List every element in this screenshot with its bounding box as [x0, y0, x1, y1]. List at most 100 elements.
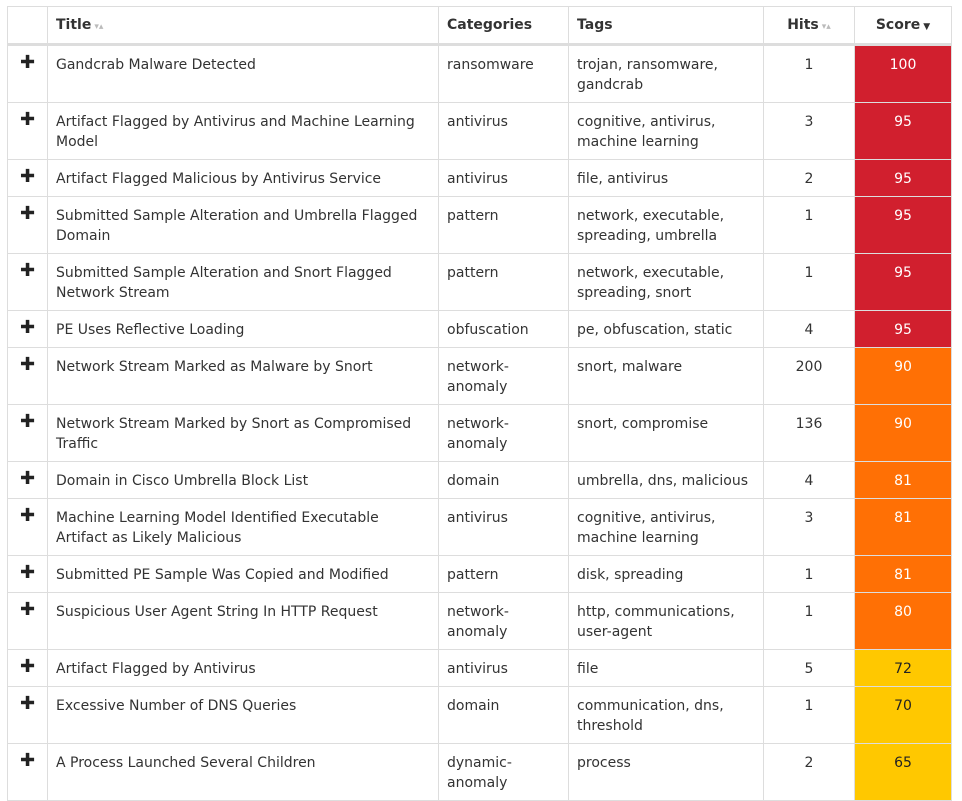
tags-cell: trojan, ransomware, gandcrab — [568, 44, 764, 103]
title-cell: Excessive Number of DNS Queries — [47, 686, 439, 744]
score-cell: 81 — [854, 461, 952, 499]
hits-cell: 1 — [763, 592, 855, 650]
category-cell: obfuscation — [438, 310, 569, 348]
column-header: Tags — [568, 6, 764, 46]
category-cell: network-anomaly — [438, 592, 569, 650]
category-cell: antivirus — [438, 498, 569, 556]
category-cell: antivirus — [438, 649, 569, 687]
expand-button[interactable]: ✚ — [7, 743, 48, 801]
expand-button[interactable]: ✚ — [7, 461, 48, 499]
table-row: ✚ A Process Launched Several Children dyna… — [7, 743, 952, 801]
expand-button[interactable]: ✚ — [7, 310, 48, 348]
expand-button[interactable]: ✚ — [7, 404, 48, 462]
score-cell: 70 — [854, 686, 952, 744]
expand-button[interactable]: ✚ — [7, 159, 48, 197]
expand-button[interactable]: ✚ — [7, 253, 48, 311]
hits-cell: 1 — [763, 196, 855, 254]
tags-cell: communication, dns, threshold — [568, 686, 764, 744]
title-cell: Artifact Flagged Malicious by Antivirus … — [47, 159, 439, 197]
header-row: Title ▾▴ Categories Tags Hits ▾▴ Score ▼ — [7, 6, 952, 46]
column-header[interactable]: Title ▾▴ — [47, 6, 439, 46]
title-cell: A Process Launched Several Children — [47, 743, 439, 801]
title-cell: Artifact Flagged by Antivirus and Machin… — [47, 102, 439, 160]
table-row: ✚ Network Stream Marked by Snort as Compr… — [7, 404, 952, 462]
title-cell: Machine Learning Model Identified Execut… — [47, 498, 439, 556]
score-cell: 81 — [854, 555, 952, 593]
score-cell: 95 — [854, 196, 952, 254]
expand-button[interactable]: ✚ — [7, 686, 48, 744]
table-row: ✚ Artifact Flagged Malicious by Antivirus… — [7, 159, 952, 197]
table-row: ✚ Artifact Flagged by Antivirus antivirus f… — [7, 649, 952, 687]
tags-cell: network, executable, spreading, snort — [568, 253, 764, 311]
score-cell: 81 — [854, 498, 952, 556]
expand-button[interactable]: ✚ — [7, 196, 48, 254]
hits-cell: 3 — [763, 102, 855, 160]
column-header[interactable]: Score ▼ — [854, 6, 952, 46]
category-cell: pattern — [438, 196, 569, 254]
tags-cell: http, communications, user-agent — [568, 592, 764, 650]
table-row: ✚ Domain in Cisco Umbrella Block List doma… — [7, 461, 952, 499]
table-row: ✚ Artifact Flagged by Antivirus and Machi… — [7, 102, 952, 160]
expand-button[interactable]: ✚ — [7, 592, 48, 650]
header-label: Categories — [447, 17, 533, 33]
category-cell: domain — [438, 461, 569, 499]
table-row: ✚ Suspicious User Agent String In HTTP Re… — [7, 592, 952, 650]
title-cell: Network Stream Marked by Snort as Compro… — [47, 404, 439, 462]
table-row: ✚ Network Stream Marked as Malware by Sno… — [7, 347, 952, 405]
table-row: ✚ Submitted Sample Alteration and Snort F… — [7, 253, 952, 311]
expand-button[interactable]: ✚ — [7, 498, 48, 556]
expand-button[interactable]: ✚ — [7, 555, 48, 593]
title-cell: Network Stream Marked as Malware by Snor… — [47, 347, 439, 405]
title-cell: Submitted PE Sample Was Copied and Modif… — [47, 555, 439, 593]
table-header: Title ▾▴ Categories Tags Hits ▾▴ Score ▼ — [7, 6, 952, 46]
category-cell: domain — [438, 686, 569, 744]
sort-icon: ▾▴ — [94, 22, 104, 32]
score-cell: 90 — [854, 404, 952, 462]
title-cell: Suspicious User Agent String In HTTP Req… — [47, 592, 439, 650]
expand-button[interactable]: ✚ — [7, 44, 48, 103]
score-cell: 72 — [854, 649, 952, 687]
header-label: Title — [56, 17, 92, 33]
tags-cell: file, antivirus — [568, 159, 764, 197]
table-row: ✚ Submitted PE Sample Was Copied and Modi… — [7, 555, 952, 593]
expand-header — [7, 6, 48, 46]
table-row: ✚ Machine Learning Model Identified Execu… — [7, 498, 952, 556]
score-cell: 95 — [854, 310, 952, 348]
header-label: Hits — [787, 17, 819, 33]
hits-cell: 136 — [763, 404, 855, 462]
tags-cell: snort, compromise — [568, 404, 764, 462]
expand-button[interactable]: ✚ — [7, 102, 48, 160]
hits-cell: 1 — [763, 44, 855, 103]
title-cell: Submitted Sample Alteration and Umbrella… — [47, 196, 439, 254]
category-cell: network-anomaly — [438, 404, 569, 462]
sort-icon: ▾▴ — [821, 22, 831, 32]
hits-cell: 4 — [763, 461, 855, 499]
table-row: ✚ PE Uses Reflective Loading obfuscation pe… — [7, 310, 952, 348]
expand-button[interactable]: ✚ — [7, 347, 48, 405]
tags-cell: cognitive, antivirus, machine learning — [568, 498, 764, 556]
score-cell: 100 — [854, 44, 952, 103]
hits-cell: 1 — [763, 555, 855, 593]
category-cell: network-anomaly — [438, 347, 569, 405]
table-row: ✚ Submitted Sample Alteration and Umbrell… — [7, 196, 952, 254]
expand-button[interactable]: ✚ — [7, 649, 48, 687]
score-cell: 95 — [854, 253, 952, 311]
alerts-table: Title ▾▴ Categories Tags Hits ▾▴ Score ▼ ✚ G… — [7, 6, 952, 801]
tags-cell: disk, spreading — [568, 555, 764, 593]
column-header[interactable]: Hits ▾▴ — [763, 6, 855, 46]
header-label: Tags — [577, 17, 613, 33]
header-label: Score — [875, 17, 921, 33]
title-cell: Domain in Cisco Umbrella Block List — [47, 461, 439, 499]
tags-cell: pe, obfuscation, static — [568, 310, 764, 348]
hits-cell: 1 — [763, 253, 855, 311]
hits-cell: 1 — [763, 686, 855, 744]
tags-cell: snort, malware — [568, 347, 764, 405]
hits-cell: 200 — [763, 347, 855, 405]
table-body: ✚ Gandcrab Malware Detected ransomware troj… — [7, 44, 952, 801]
category-cell: ransomware — [438, 44, 569, 103]
sort-icon: ▼ — [923, 22, 931, 32]
score-cell: 95 — [854, 159, 952, 197]
category-cell: antivirus — [438, 102, 569, 160]
title-cell: PE Uses Reflective Loading — [47, 310, 439, 348]
